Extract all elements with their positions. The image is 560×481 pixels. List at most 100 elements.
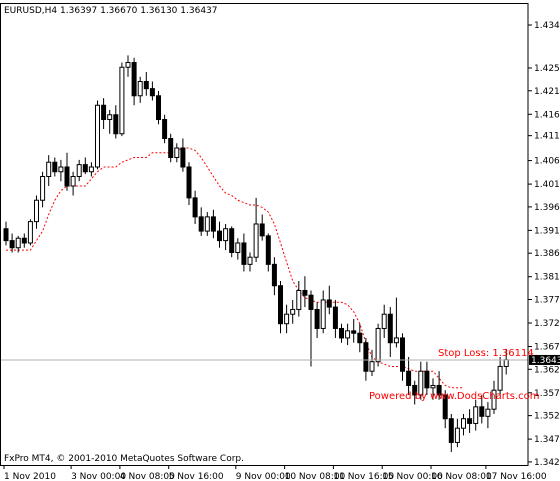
candle-bull (95, 104, 100, 168)
candle-bull (461, 418, 466, 429)
x-tick-label: 4 Nov 08:00 (120, 472, 175, 481)
y-tick-label: 1.40635 (534, 157, 560, 167)
current-price-tag (529, 354, 560, 365)
x-tick-label: 5 Nov 16:00 (169, 472, 224, 481)
x-tick-label: 10 Nov 08:00 (285, 472, 346, 481)
x-tick-label: 11 Nov 16:00 (333, 472, 394, 481)
candle-bear (326, 299, 332, 308)
candle-bull (381, 313, 387, 329)
candle-bull (290, 308, 296, 315)
candle-bull (485, 408, 491, 417)
candle-bear (302, 289, 308, 296)
candle-bull (46, 161, 52, 177)
candle-bear (259, 223, 265, 237)
candle-bear (265, 235, 271, 265)
candle-bull (393, 337, 399, 344)
y-tick-label: 1.41610 (534, 110, 560, 120)
candle-bear (448, 418, 454, 443)
candle-bear (314, 308, 320, 329)
candle-bear (149, 88, 155, 97)
y-tick-label: 1.38685 (534, 249, 560, 259)
candle-bear (9, 240, 15, 249)
candle-bull (40, 175, 46, 201)
candle-bear (82, 164, 88, 173)
y-tick-label: 1.38190 (534, 273, 560, 283)
chart-footer: FxPro MT4, © 2001-2010 MetaQuotes Softwa… (4, 454, 244, 464)
y-tick-label: 1.35265 (534, 412, 560, 422)
candle-bear (52, 161, 58, 173)
y-tick-label: 1.34770 (534, 435, 560, 445)
candle-bull (58, 166, 64, 173)
y-tick-label: 1.36720 (534, 343, 560, 353)
y-tick-label: 1.42105 (534, 87, 560, 97)
candle-bear (162, 119, 168, 140)
candle-bull (345, 330, 351, 339)
open-value: 1.36397 (60, 6, 97, 16)
candle-bear (210, 216, 216, 232)
candle-bear (21, 237, 27, 244)
y-tick-label: 1.37710 (534, 295, 560, 305)
candle-bear (479, 406, 485, 417)
candle-bull (284, 313, 290, 325)
candle-bull (235, 242, 241, 253)
y-tick-label: 1.42585 (534, 64, 560, 74)
candle-bull (107, 114, 113, 121)
candle-bear (278, 285, 283, 325)
candle-bear (198, 216, 204, 232)
y-tick-label: 1.39165 (534, 226, 560, 236)
y-tick-label: 1.40140 (534, 180, 560, 190)
candle-bull (375, 327, 381, 363)
x-tick-label: 15 Nov 00:00 (382, 472, 443, 481)
candle-bear (467, 418, 473, 424)
candle-bull (454, 427, 460, 443)
candle-bull (137, 81, 143, 97)
candle-bull (503, 359, 509, 367)
candle-bear (351, 330, 357, 334)
x-tick-label: 17 Nov 16:00 (486, 472, 547, 481)
candle-bear (64, 166, 70, 187)
candle-bull (125, 62, 131, 68)
candle-bull (369, 361, 375, 372)
candle-bear (332, 306, 338, 329)
x-tick-label: 16 Nov 08:00 (431, 472, 492, 481)
candle-bear (400, 337, 405, 372)
stop-loss-line (6, 147, 464, 389)
candle-bear (131, 62, 137, 97)
y-tick-label: 1.41160 (534, 132, 560, 142)
candle-bear (168, 138, 174, 158)
candle-bear (156, 95, 161, 121)
candle-bear (143, 81, 149, 90)
candle-bear (339, 327, 344, 339)
candle-bear (363, 342, 369, 372)
candle-bull (223, 228, 229, 242)
candle-bull (88, 166, 94, 173)
candle-bear (308, 294, 314, 310)
candle-bear (101, 104, 107, 121)
candle-bull (119, 66, 125, 135)
high-value: 1.36670 (100, 6, 137, 16)
candle-bear (387, 313, 393, 344)
plot-frame (0, 3, 529, 466)
x-tick-label: 1 Nov 2010 (4, 472, 56, 481)
candle-bull (76, 164, 82, 177)
candle-bull (204, 216, 210, 232)
candle-bear (3, 228, 9, 242)
candle-bear (424, 370, 430, 389)
candle-bull (70, 175, 76, 187)
candle-bear (406, 370, 412, 386)
candle-bull (491, 389, 497, 410)
x-tick-label: 3 Nov 00:00 (71, 472, 126, 481)
candle-bull (174, 147, 180, 158)
candle-bear (217, 230, 222, 242)
candle-bear (180, 147, 186, 168)
candle-bull (296, 289, 302, 310)
x-tick-label: 9 Nov 00:00 (236, 472, 291, 481)
y-tick-label: 1.36240 (534, 365, 560, 375)
candle-bear (192, 197, 198, 218)
candle-bull (473, 406, 479, 424)
y-tick-label: 1.43490 (534, 21, 560, 31)
candle-bull (253, 223, 259, 258)
candle-bear (113, 114, 119, 135)
candle-bull (27, 221, 33, 244)
